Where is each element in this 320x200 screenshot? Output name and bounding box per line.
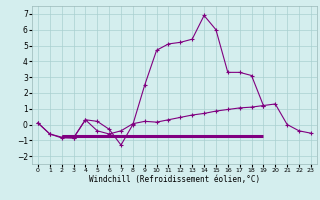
- X-axis label: Windchill (Refroidissement éolien,°C): Windchill (Refroidissement éolien,°C): [89, 175, 260, 184]
